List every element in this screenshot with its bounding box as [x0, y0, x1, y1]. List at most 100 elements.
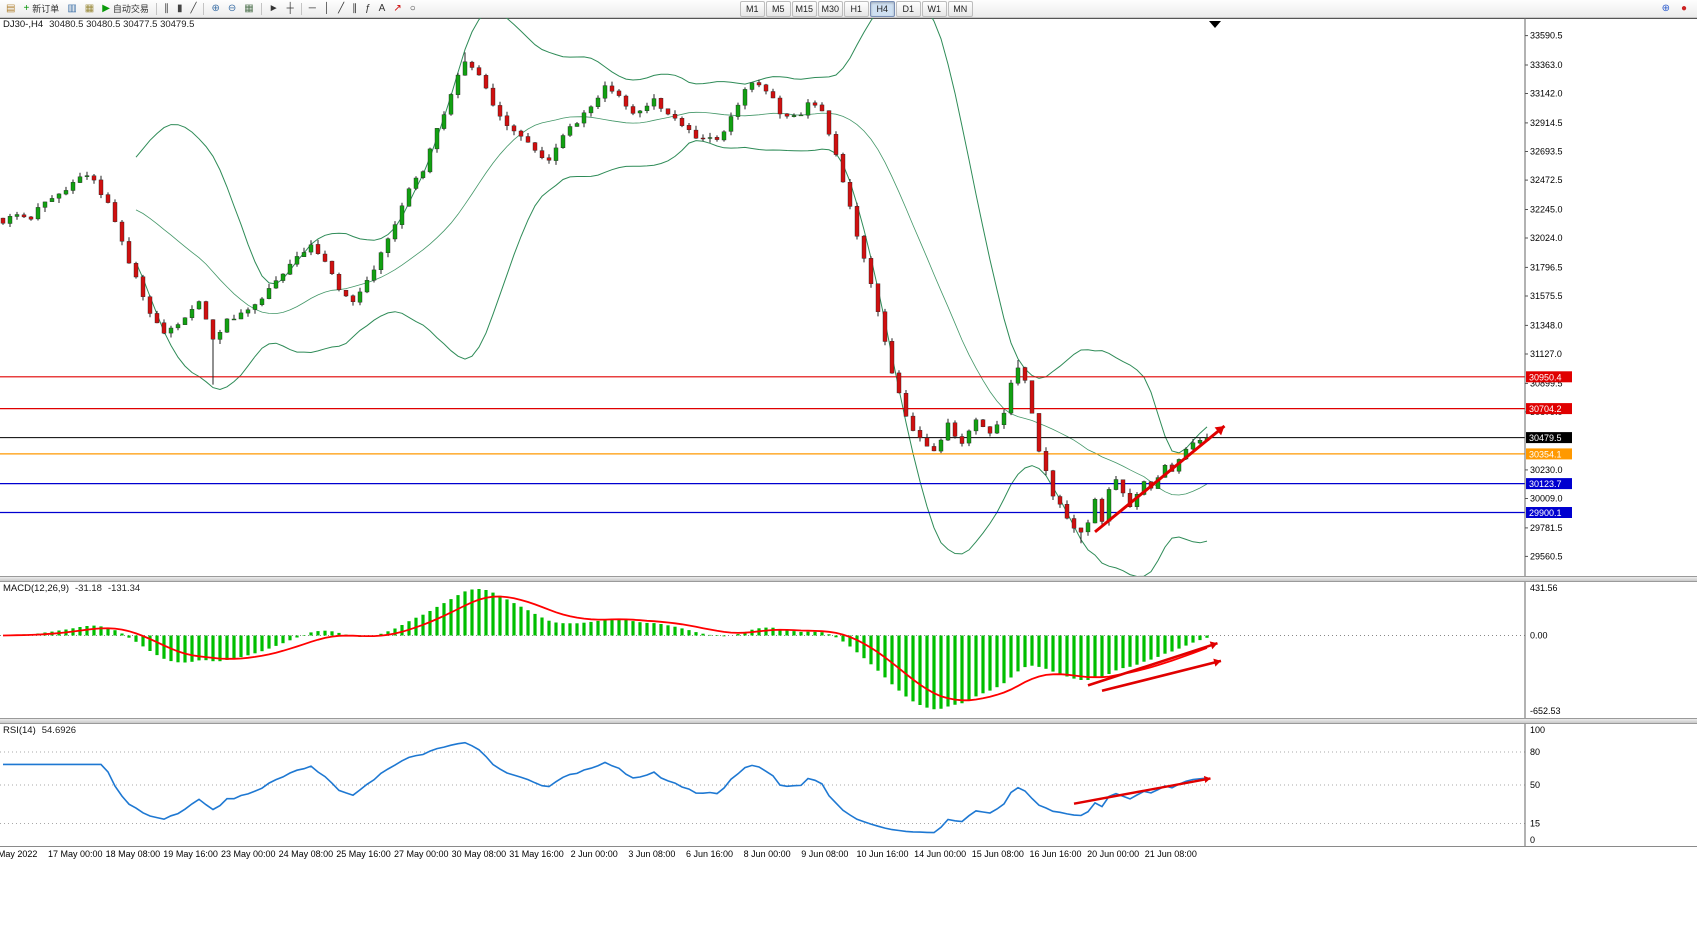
- rsi-line: [3, 741, 1208, 834]
- tile-windows-icon: ▦: [244, 2, 254, 14]
- time-axis-label: 24 May 08:00: [278, 849, 334, 859]
- chart-window-icon: ▤: [6, 2, 16, 14]
- timeframe-button-m15[interactable]: M15: [791, 0, 817, 17]
- macd-chart-svg: 431.56 0.00 -652.53: [0, 582, 1697, 718]
- toolbar-separator: [203, 2, 205, 15]
- timeframe-button-mn[interactable]: MN: [947, 0, 973, 17]
- svg-text:30009.0: 30009.0: [1530, 494, 1563, 504]
- svg-text:31127.0: 31127.0: [1530, 349, 1562, 359]
- toolbar-left-group: ▤ + 新订单 ▥ ▦ ▶ 自动交易 ∥ ▮ ╱ ⊕ ⊖ ▦ ► ┼ ─ │ ╱ ∥ ƒ A ↗ ○: [2, 0, 420, 17]
- crosshair-icon: ┼: [286, 2, 294, 14]
- auto-trading-button[interactable]: ▶ 自动交易: [98, 0, 153, 17]
- macd-axis[interactable]: 431.56 0.00 -652.53: [1530, 583, 1561, 716]
- svg-text:80: 80: [1530, 747, 1540, 757]
- auto-trading-button-label: 自动交易: [112, 4, 149, 14]
- line-chart-icon: ╱: [190, 2, 197, 14]
- svg-text:33142.0: 33142.0: [1530, 89, 1563, 99]
- trend-arrow[interactable]: [1073, 775, 1211, 805]
- channel-button[interactable]: ∥: [348, 0, 361, 17]
- trend-arrow[interactable]: [1094, 424, 1226, 534]
- bollinger-bands: [135, 18, 1208, 576]
- main-toolbar: ▤ + 新订单 ▥ ▦ ▶ 自动交易 ∥ ▮ ╱ ⊕ ⊖ ▦ ► ┼ ─ │ ╱ ∥ ƒ A ↗ ○ M1 M5 M15 M30 H…: [0, 0, 1697, 18]
- shapes-button[interactable]: ○: [406, 0, 420, 17]
- svg-text:33363.0: 33363.0: [1530, 60, 1563, 70]
- profile-button[interactable]: ▦: [81, 0, 98, 17]
- timeframe-button-h1[interactable]: H1: [843, 0, 869, 17]
- current-price-tag[interactable]: 30479.5: [1526, 432, 1572, 444]
- time-axis-label: 10 Jun 16:00: [856, 849, 909, 859]
- svg-text:32693.5: 32693.5: [1530, 147, 1563, 157]
- time-axis-label: 8 Jun 00:00: [743, 849, 791, 859]
- horizontal-line-button[interactable]: ─: [305, 0, 320, 17]
- svg-text:29900.1: 29900.1: [1529, 508, 1562, 518]
- timeframe-button-m1[interactable]: M1: [739, 0, 765, 17]
- zoom-out-icon: ⊖: [227, 2, 237, 14]
- panel-splitter-rsi[interactable]: [0, 718, 1697, 724]
- svg-text:30123.7: 30123.7: [1529, 479, 1562, 489]
- trendline-icon: ╱: [338, 2, 345, 14]
- bar-chart-type-button[interactable]: ∥: [160, 0, 173, 17]
- cursor-button[interactable]: ►: [265, 0, 283, 17]
- timeframe-button-m5[interactable]: M5: [765, 0, 791, 17]
- price-axis[interactable]: 33590.5 33363.0 33142.0 32914.5 32693.5 32472…: [1525, 18, 1697, 576]
- macd-signal-line: [2, 595, 1208, 702]
- svg-text:31348.0: 31348.0: [1530, 320, 1563, 330]
- svg-text:30950.4: 30950.4: [1529, 372, 1562, 382]
- trendline-button[interactable]: ╱: [334, 0, 348, 17]
- timeframe-button-d1[interactable]: D1: [895, 0, 921, 17]
- time-axis-label: 20 Jun 00:00: [1087, 849, 1140, 859]
- svg-text:431.56: 431.56: [1530, 583, 1558, 593]
- text-button[interactable]: A: [375, 0, 390, 17]
- tile-windows-button[interactable]: ▦: [240, 0, 257, 17]
- time-axis-label: May 2022: [0, 849, 38, 859]
- time-axis-label: 3 Jun 08:00: [628, 849, 676, 859]
- timeframe-button-h4[interactable]: H4: [869, 0, 895, 17]
- time-axis-label: 23 May 00:00: [220, 849, 276, 859]
- alert-icon: ●: [1680, 2, 1687, 14]
- arrow-tool-button[interactable]: ↗: [389, 0, 405, 17]
- timeframe-button-w1[interactable]: W1: [921, 0, 947, 17]
- bar-chart-icon: ∥: [163, 2, 169, 14]
- time-axis-label: 31 May 16:00: [509, 849, 564, 859]
- price-level-tag[interactable]: 30354.1: [1526, 448, 1572, 460]
- vertical-line-button[interactable]: │: [320, 0, 334, 17]
- price-level-tag[interactable]: 30123.7: [1526, 478, 1572, 490]
- search-zoom-button[interactable]: ⊕: [1658, 0, 1674, 17]
- zoom-in-icon: ⊕: [211, 2, 220, 14]
- chart-window-button[interactable]: ▤: [2, 0, 19, 17]
- price-level-tag[interactable]: 29900.1: [1526, 507, 1572, 518]
- time-axis[interactable]: May 2022 17 May 00:00 18 May 08:00 19 May 1…: [0, 846, 1697, 862]
- time-axis-label: 21 Jun 08:00: [1144, 849, 1197, 859]
- zoom-in-button[interactable]: ⊕: [207, 0, 223, 17]
- fibonacci-button[interactable]: ƒ: [361, 0, 375, 17]
- chart-shift-marker[interactable]: [1209, 21, 1221, 28]
- time-axis-label: 18 May 08:00: [105, 849, 161, 859]
- price-level-tag[interactable]: 30704.2: [1526, 403, 1572, 415]
- zoom-out-button[interactable]: ⊖: [224, 0, 240, 17]
- svg-text:30479.5: 30479.5: [1529, 433, 1562, 443]
- candle-chart-type-button[interactable]: ▮: [173, 0, 187, 17]
- rsi-axis[interactable]: 100 80 50 15 0: [1530, 725, 1545, 845]
- time-axis-label: 17 May 00:00: [47, 849, 103, 859]
- rsi-chart-svg: 100 80 50 15 0: [0, 724, 1697, 846]
- alert-button[interactable]: ●: [1677, 0, 1691, 17]
- svg-text:31796.5: 31796.5: [1530, 262, 1563, 272]
- svg-text:50: 50: [1530, 780, 1540, 790]
- rsi-panel: 100 80 50 15 0 RSI(14) 54.6926: [0, 724, 1697, 846]
- chart-list-button[interactable]: ▥: [63, 0, 80, 17]
- new-order-button[interactable]: + 新订单: [19, 0, 63, 17]
- trend-arrow[interactable]: [1087, 641, 1218, 687]
- crosshair-button[interactable]: ┼: [283, 0, 298, 17]
- macd-panel: 431.56 0.00 -652.53 MACD(12,26,9) -31.18 -…: [0, 582, 1697, 718]
- panel-splitter-macd[interactable]: [0, 576, 1697, 582]
- trend-arrow[interactable]: [1101, 658, 1222, 693]
- timeframe-button-m30[interactable]: M30: [817, 0, 843, 17]
- svg-text:29560.5: 29560.5: [1530, 551, 1563, 561]
- price-level-tag[interactable]: 30950.4: [1526, 371, 1572, 383]
- candlestick-icon: ▮: [176, 2, 183, 14]
- channel-icon: ∥: [352, 2, 358, 14]
- candles-layer: [0, 52, 1210, 544]
- line-chart-type-button[interactable]: ╱: [186, 0, 200, 17]
- svg-text:30899.5: 30899.5: [1530, 378, 1563, 388]
